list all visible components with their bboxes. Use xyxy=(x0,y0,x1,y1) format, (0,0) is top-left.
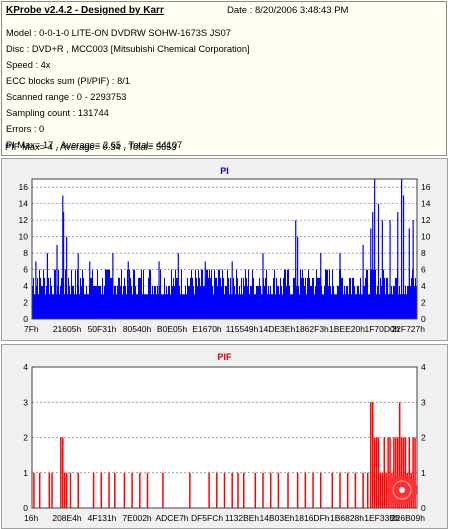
x-tick-label: 1EF33Bh xyxy=(364,513,400,523)
y-tick-label: 8 xyxy=(23,248,28,258)
y-tick-label-right: 14 xyxy=(421,199,431,209)
plot-frame xyxy=(31,178,418,320)
pi-chart: PI 0 0 2 2 4 4 6 6 8 8 10 10 12 12 14 14 16 16 7Fh 21605h 50F… xyxy=(19,166,431,334)
speed-line: Speed : 4x xyxy=(6,60,51,70)
errors-line: Errors : 0 xyxy=(6,124,45,134)
y-tick-label: 2 xyxy=(23,298,28,308)
pif-summary-line: PIF Max= 4 , Average= 0.34 , Total= 5653 xyxy=(5,142,177,152)
x-tick-label: 21605h xyxy=(53,324,82,334)
ecc-line: ECC blocks sum (PI/PIF) : 8/1 xyxy=(6,76,130,86)
y-tick-label-right: 0 xyxy=(421,314,426,324)
pif-chart: PIF 0 0 1 1 2 2 3 3 4 4 16h 208E4h 4F131h 7E002h ADCE7h… xyxy=(23,352,426,523)
x-tick-label: 14B03Eh xyxy=(260,513,295,523)
x-tick-label: 7Fh xyxy=(24,324,39,334)
y-tick-label-right: 2 xyxy=(421,433,426,443)
y-tick-label: 14 xyxy=(19,199,29,209)
y-tick-label-right: 6 xyxy=(421,265,426,275)
model-line: Model : 0-0-1-0 LITE-ON DVDRW SOHW-1673S… xyxy=(6,28,231,38)
pi-chart-panel: PI 0 0 2 2 4 4 6 6 8 8 10 10 12 12 14 14 16 16 7Fh 21605h 50F… xyxy=(1,158,448,341)
x-tick-label: 1B6828h xyxy=(330,513,364,523)
y-tick-label: 4 xyxy=(23,362,28,372)
x-tick-label: B0E05h xyxy=(157,324,188,334)
y-tick-label: 16 xyxy=(19,182,29,192)
y-tick-label-right: 4 xyxy=(421,281,426,291)
x-tick-label: 4F131h xyxy=(88,513,117,523)
y-tick-label-right: 0 xyxy=(421,503,426,513)
y-tick-label-right: 10 xyxy=(421,232,431,242)
x-tick-label: 1F70D0h xyxy=(365,324,400,334)
x-tick-label: 80540h xyxy=(123,324,152,334)
disc-line: Disc : DVD+R , MCC003 [Mitsubishi Chemic… xyxy=(6,44,250,54)
y-tick-label: 0 xyxy=(23,314,28,324)
plot-frame xyxy=(31,366,418,509)
sampling-count-line: Sampling count : 131744 xyxy=(6,108,109,118)
y-tick-label: 6 xyxy=(23,265,28,275)
x-tick-label: 1862F3h xyxy=(295,324,329,334)
app-title: KProbe v2.4.2 - Designed by Karr xyxy=(6,5,164,16)
x-tick-label: 7E002h xyxy=(122,513,152,523)
pi-summary-line: PI Max= 17 , Average= 2.65 , Total= 4410… xyxy=(6,140,183,150)
x-tick-label: 16h xyxy=(24,513,38,523)
x-tick-label: 208E4h xyxy=(52,513,82,523)
bars xyxy=(32,179,417,319)
y-tick-label: 2 xyxy=(23,433,28,443)
disc-info-panel: KProbe v2.4.2 - Designed by Karr Date : … xyxy=(1,1,447,156)
y-tick-label-right: 12 xyxy=(421,215,431,225)
y-tick-label-right: 16 xyxy=(421,182,431,192)
x-tick-label: 1BEE20h xyxy=(329,324,365,334)
y-tick-label-right: 2 xyxy=(421,298,426,308)
chart-title: PIF xyxy=(217,352,232,362)
y-tick-label: 3 xyxy=(23,397,28,407)
x-tick-label: ADCE7h xyxy=(155,513,188,523)
pif-chart-panel: PIF 0 0 1 1 2 2 3 3 4 4 16h 208E4h 4F131h 7E002h ADCE7h… xyxy=(1,344,448,529)
y-tick-label-right: 8 xyxy=(421,248,426,258)
y-tick-label: 12 xyxy=(19,215,29,225)
scanned-range-line: Scanned range : 0 - 2293753 xyxy=(6,92,127,102)
x-tick-label: 14DE3Eh xyxy=(259,324,296,334)
x-tick-label: 22F727h xyxy=(391,324,425,334)
x-tick-label: 115549h xyxy=(226,324,259,334)
chart-title: PI xyxy=(220,166,229,176)
x-tick-label: E1670h xyxy=(192,324,222,334)
y-tick-label: 1 xyxy=(23,468,28,478)
y-tick-label-right: 4 xyxy=(421,362,426,372)
x-tick-label: DF5FCh xyxy=(191,513,223,523)
x-tick-label: 1132BEh xyxy=(225,513,260,523)
x-tick-label: 1816DFh xyxy=(295,513,330,523)
disc-logo-icon xyxy=(387,475,417,505)
y-tick-label: 10 xyxy=(19,232,29,242)
x-tick-label: 50F31h xyxy=(88,324,117,334)
y-tick-label-right: 1 xyxy=(421,468,426,478)
y-tick-label: 4 xyxy=(23,281,28,291)
x-tick-label: 226B09h xyxy=(391,513,425,523)
y-tick-label: 0 xyxy=(23,503,28,513)
scan-date: Date : 8/20/2006 3:48:43 PM xyxy=(227,5,349,16)
y-tick-label-right: 3 xyxy=(421,397,426,407)
